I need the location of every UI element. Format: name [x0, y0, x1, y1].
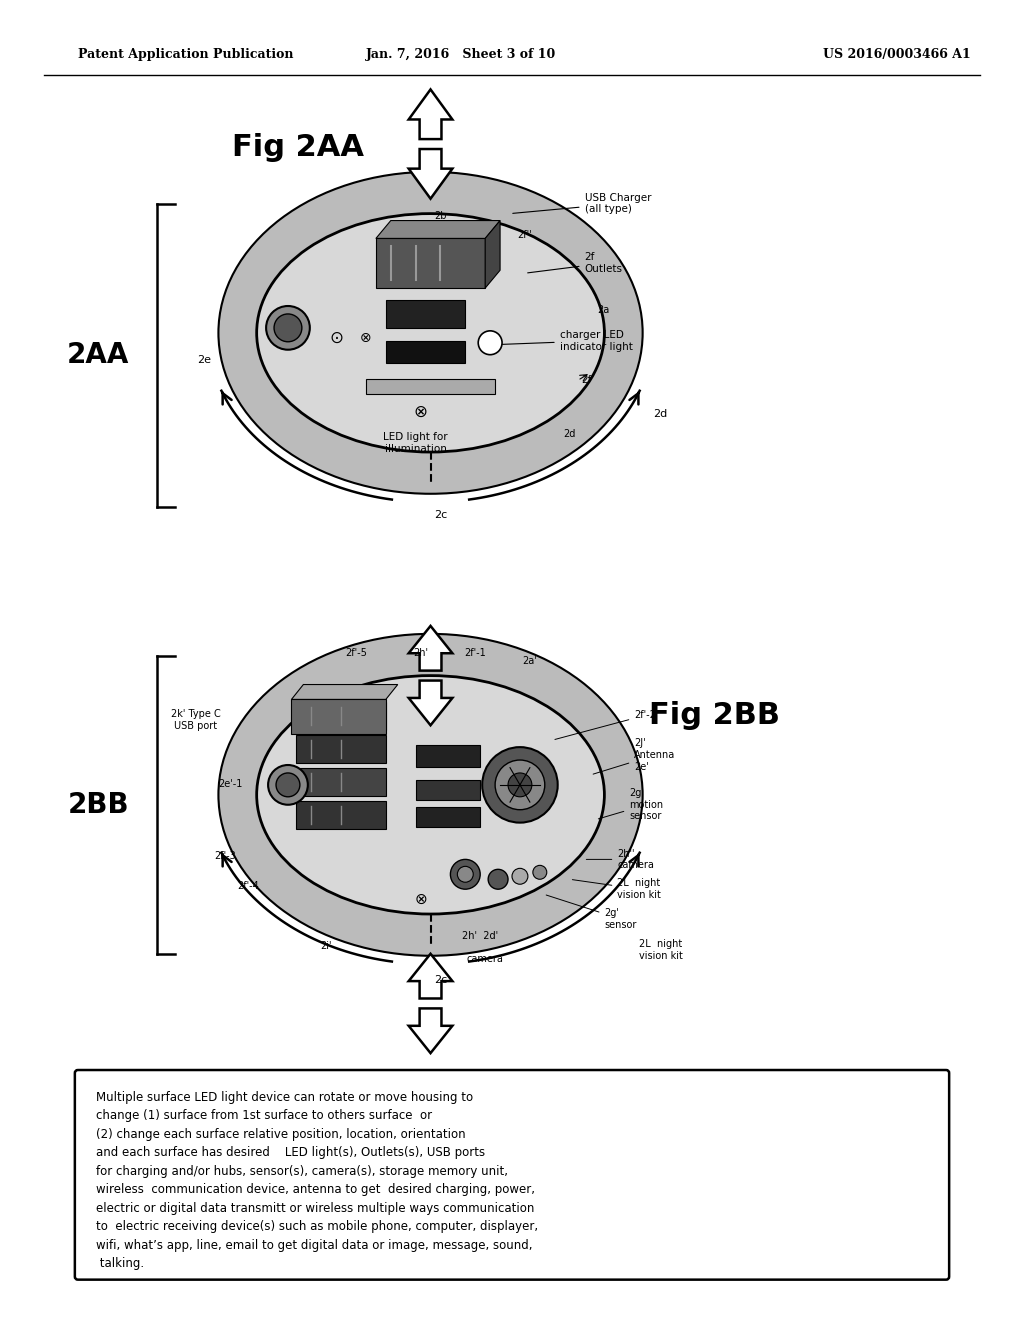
Text: 2f'-1: 2f'-1: [464, 648, 486, 657]
Text: 2c: 2c: [434, 510, 447, 520]
Bar: [416, 744, 480, 767]
Circle shape: [274, 314, 302, 342]
Text: ⊙: ⊙: [329, 329, 343, 347]
Circle shape: [508, 774, 531, 797]
Bar: [366, 379, 496, 395]
Text: 2L  night
vision kit: 2L night vision kit: [572, 878, 662, 900]
Circle shape: [482, 747, 558, 822]
Circle shape: [496, 760, 545, 809]
Bar: [376, 239, 485, 288]
Text: 2BB: 2BB: [68, 791, 129, 818]
Bar: [386, 341, 465, 363]
Text: 2h'  2d': 2h' 2d': [462, 931, 499, 941]
Polygon shape: [409, 681, 453, 725]
Text: Jan. 7, 2016   Sheet 3 of 10: Jan. 7, 2016 Sheet 3 of 10: [366, 48, 556, 61]
Ellipse shape: [218, 172, 643, 494]
Text: 2a: 2a: [597, 305, 609, 315]
Ellipse shape: [257, 676, 604, 913]
Circle shape: [458, 866, 473, 882]
Polygon shape: [409, 149, 453, 199]
Text: 2d: 2d: [563, 429, 575, 440]
Text: 2f
Outlets: 2f Outlets: [527, 252, 623, 275]
Circle shape: [478, 331, 502, 355]
Bar: [296, 735, 386, 763]
Bar: [296, 801, 386, 829]
FancyBboxPatch shape: [75, 1071, 949, 1279]
Circle shape: [276, 774, 300, 797]
Text: Patent Application Publication: Patent Application Publication: [78, 48, 293, 61]
Text: charger LED
indicator light: charger LED indicator light: [495, 330, 633, 351]
Circle shape: [512, 869, 528, 884]
Ellipse shape: [218, 634, 643, 956]
Text: 2f'-2: 2f'-2: [555, 710, 656, 739]
Text: 2f'-5: 2f'-5: [345, 648, 367, 657]
Bar: [296, 702, 386, 730]
Text: 2e: 2e: [198, 355, 212, 364]
Text: 2i': 2i': [321, 941, 332, 950]
Circle shape: [451, 859, 480, 890]
Ellipse shape: [257, 214, 604, 451]
Text: ⊗: ⊗: [415, 892, 427, 907]
Text: 2f: 2f: [582, 375, 592, 384]
Bar: [386, 300, 465, 327]
Text: 2g'
sensor: 2g' sensor: [546, 895, 637, 929]
Polygon shape: [409, 954, 453, 998]
Text: USB Charger
(all type): USB Charger (all type): [513, 193, 651, 214]
Polygon shape: [409, 1008, 453, 1053]
Bar: [292, 700, 386, 734]
Text: 2k' Type C
USB port: 2k' Type C USB port: [171, 709, 221, 731]
Circle shape: [532, 866, 547, 879]
Circle shape: [488, 870, 508, 890]
Text: 2f'-3: 2f'-3: [214, 851, 237, 862]
Text: 2b: 2b: [434, 211, 446, 220]
Bar: [416, 780, 480, 800]
Polygon shape: [409, 626, 453, 671]
Text: 2d: 2d: [653, 409, 668, 420]
Text: LED light for
illumination: LED light for illumination: [383, 432, 447, 454]
Text: ⊗: ⊗: [414, 404, 428, 421]
Text: Fig 2BB: Fig 2BB: [649, 701, 780, 730]
Text: camera: camera: [467, 954, 504, 964]
Circle shape: [266, 306, 310, 350]
Polygon shape: [292, 685, 397, 700]
Text: 2f'-4: 2f'-4: [238, 882, 259, 891]
Text: 2h''
camera: 2h'' camera: [587, 849, 654, 870]
Text: 2a': 2a': [522, 656, 538, 665]
Text: 2L  night
vision kit: 2L night vision kit: [639, 939, 683, 961]
Polygon shape: [485, 220, 500, 288]
Text: 2h': 2h': [413, 648, 428, 657]
Text: 2e'-1: 2e'-1: [218, 779, 243, 789]
Text: 2g'
motion
sensor: 2g' motion sensor: [598, 788, 664, 821]
Text: 2f'': 2f'': [517, 231, 532, 240]
Text: US 2016/0003466 A1: US 2016/0003466 A1: [823, 48, 971, 61]
Bar: [296, 768, 386, 796]
Polygon shape: [409, 90, 453, 139]
Text: ⊗: ⊗: [360, 331, 372, 345]
Text: 2AA: 2AA: [68, 341, 129, 370]
Text: 2J'
Antenna
2e': 2J' Antenna 2e': [593, 738, 676, 774]
Text: 2c: 2c: [434, 975, 447, 985]
Polygon shape: [376, 220, 500, 239]
Text: Fig 2AA: Fig 2AA: [231, 132, 364, 161]
Text: Multiple surface LED light device can rotate or move housing to
change (1) surfa: Multiple surface LED light device can ro…: [95, 1090, 538, 1270]
Circle shape: [268, 766, 308, 805]
Bar: [416, 807, 480, 826]
